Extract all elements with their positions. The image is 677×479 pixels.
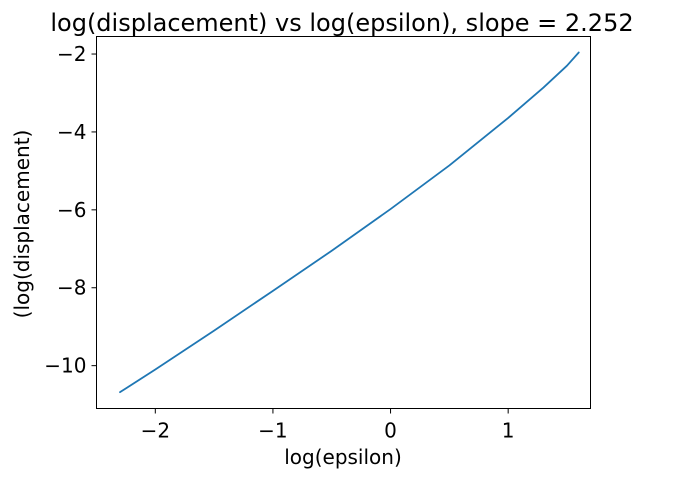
plot-area [96, 36, 591, 409]
y-tick-label: −4 [57, 120, 86, 144]
y-tick-label: −8 [57, 276, 86, 300]
x-tick-label: −2 [141, 419, 170, 443]
chart-title: log(displacement) vs log(epsilon), slope… [50, 9, 633, 37]
x-tick-label: 0 [384, 419, 397, 443]
y-tick-label: −6 [57, 198, 86, 222]
series-line-log-displacement [119, 51, 580, 394]
plot-frame [96, 36, 591, 409]
x-tick-label: −1 [258, 419, 287, 443]
y-axis: −10 −8 −6 −4 −2 [44, 42, 97, 378]
x-axis-label: log(epsilon) [284, 445, 402, 469]
x-tick-label: 1 [502, 419, 515, 443]
y-axis-label: (log(displacement) [10, 130, 34, 319]
y-tick-label: −2 [57, 42, 86, 66]
y-tick-label: −10 [44, 354, 86, 378]
x-axis: −2 −1 0 1 [141, 408, 515, 443]
